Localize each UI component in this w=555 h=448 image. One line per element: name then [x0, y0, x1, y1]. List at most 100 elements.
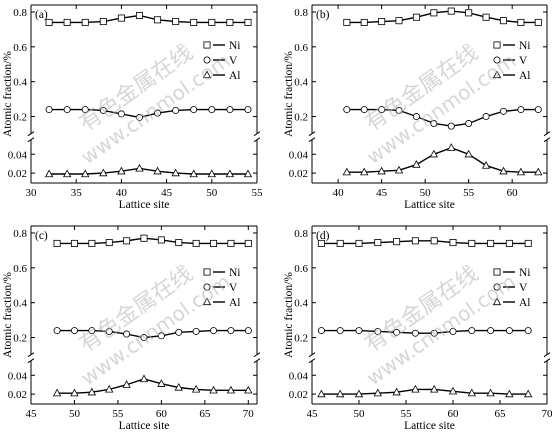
- data-point-ni: [411, 237, 419, 245]
- data-point-ni: [123, 237, 131, 245]
- y-axis-label: Atomic fraction/%: [2, 272, 14, 358]
- data-point-v: [81, 106, 89, 114]
- data-point-al: [499, 166, 508, 175]
- data-point-ni: [468, 239, 476, 247]
- data-point-ni: [81, 18, 89, 26]
- y-axis-label: Atomic fraction/%: [283, 272, 295, 358]
- x-tick-label: 55: [463, 187, 475, 199]
- series-v: [45, 106, 252, 121]
- data-point-ni: [63, 18, 71, 26]
- data-point-al: [516, 167, 526, 176]
- legend-marker-ni: [493, 268, 501, 276]
- data-point-al: [226, 385, 236, 394]
- x-tick-label: 55: [252, 187, 264, 199]
- data-point-al: [70, 388, 79, 397]
- series-line-al: [346, 146, 539, 173]
- data-point-v: [449, 327, 457, 335]
- data-point-ni: [336, 239, 344, 247]
- legend-label-v: V: [519, 282, 528, 294]
- data-point-ni: [360, 18, 368, 26]
- data-point-al: [411, 384, 420, 393]
- data-point-al: [139, 374, 149, 383]
- series-al: [52, 374, 253, 397]
- x-tick-label: 65: [199, 408, 211, 420]
- series-al: [342, 143, 543, 176]
- data-point-al: [157, 379, 166, 387]
- data-point-al: [354, 389, 364, 398]
- data-point-al: [171, 168, 180, 177]
- x-tick-label: 45: [376, 187, 388, 199]
- data-point-v: [140, 334, 148, 342]
- data-point-al: [117, 166, 126, 175]
- x-axis-label: Lattice site: [404, 199, 455, 211]
- data-point-ni: [88, 239, 96, 247]
- data-point-ni: [208, 18, 216, 26]
- data-point-ni: [412, 13, 420, 21]
- axis-break-mark: [543, 358, 551, 364]
- x-tick-label: 40: [116, 187, 128, 199]
- data-point-al: [52, 388, 62, 397]
- y-tick-label: 0.02: [289, 389, 308, 401]
- panel-label: (a): [35, 9, 48, 21]
- data-point-al: [481, 161, 491, 169]
- series-v: [53, 327, 252, 342]
- series-line-al: [57, 378, 249, 394]
- data-point-al: [392, 387, 401, 396]
- legend-label-v: V: [519, 55, 528, 67]
- y-tick-label: 0.04: [8, 149, 28, 161]
- x-tick-label: 70: [243, 408, 255, 420]
- data-point-ni: [172, 18, 180, 26]
- data-point-v: [192, 327, 200, 335]
- data-point-al: [373, 388, 382, 397]
- data-point-ni: [534, 18, 542, 26]
- y-tick-label: 0.8: [294, 7, 308, 19]
- y-tick-label: 0.4: [13, 77, 27, 89]
- axis-break-mark: [27, 358, 35, 364]
- data-point-al: [189, 169, 198, 178]
- data-point-v: [430, 329, 438, 337]
- data-point-al: [122, 380, 131, 388]
- legend-entry-v: V: [493, 282, 528, 294]
- y-tick-label: 0.04: [289, 370, 309, 382]
- axis-break-mark: [543, 137, 551, 143]
- legend-marker-al: [202, 70, 212, 79]
- data-point-v: [157, 332, 165, 340]
- data-point-v: [517, 106, 525, 114]
- series-ni: [317, 237, 532, 247]
- data-point-ni: [487, 239, 495, 247]
- data-point-v: [524, 327, 532, 335]
- axis-break-mark: [253, 137, 261, 143]
- x-tick-label: 60: [448, 408, 460, 420]
- data-point-ni: [105, 239, 113, 247]
- series-line-ni: [346, 10, 539, 24]
- data-point-ni: [157, 236, 165, 244]
- axis-break-mark: [543, 131, 551, 137]
- series-line-al: [321, 388, 529, 395]
- y-axis-label: Atomic fraction/%: [2, 51, 14, 137]
- data-point-ni: [430, 237, 438, 245]
- data-point-v: [468, 327, 476, 335]
- y-tick-label: 0.4: [294, 77, 308, 89]
- series-al: [317, 384, 533, 398]
- data-point-v: [53, 327, 61, 335]
- x-tick-label: 35: [71, 187, 83, 199]
- legend-marker-v: [493, 283, 501, 291]
- data-point-v: [336, 327, 344, 335]
- y-tick-label: 0.4: [294, 298, 308, 310]
- legend-label-v: V: [229, 55, 238, 67]
- data-point-v: [70, 327, 78, 335]
- data-point-v: [210, 327, 218, 335]
- series-line-ni: [49, 14, 248, 24]
- legend-entry-ni: Ni: [493, 40, 531, 52]
- data-point-al: [412, 160, 421, 168]
- data-point-al: [209, 385, 218, 394]
- legend-marker-v: [493, 56, 501, 64]
- data-point-al: [174, 382, 183, 391]
- data-point-al: [153, 166, 162, 175]
- data-point-v: [172, 106, 180, 114]
- y-tick-label: 0.02: [8, 389, 27, 401]
- x-tick-label: 55: [112, 408, 124, 420]
- y-tick-label: 0.04: [8, 370, 28, 382]
- data-point-ni: [465, 9, 473, 17]
